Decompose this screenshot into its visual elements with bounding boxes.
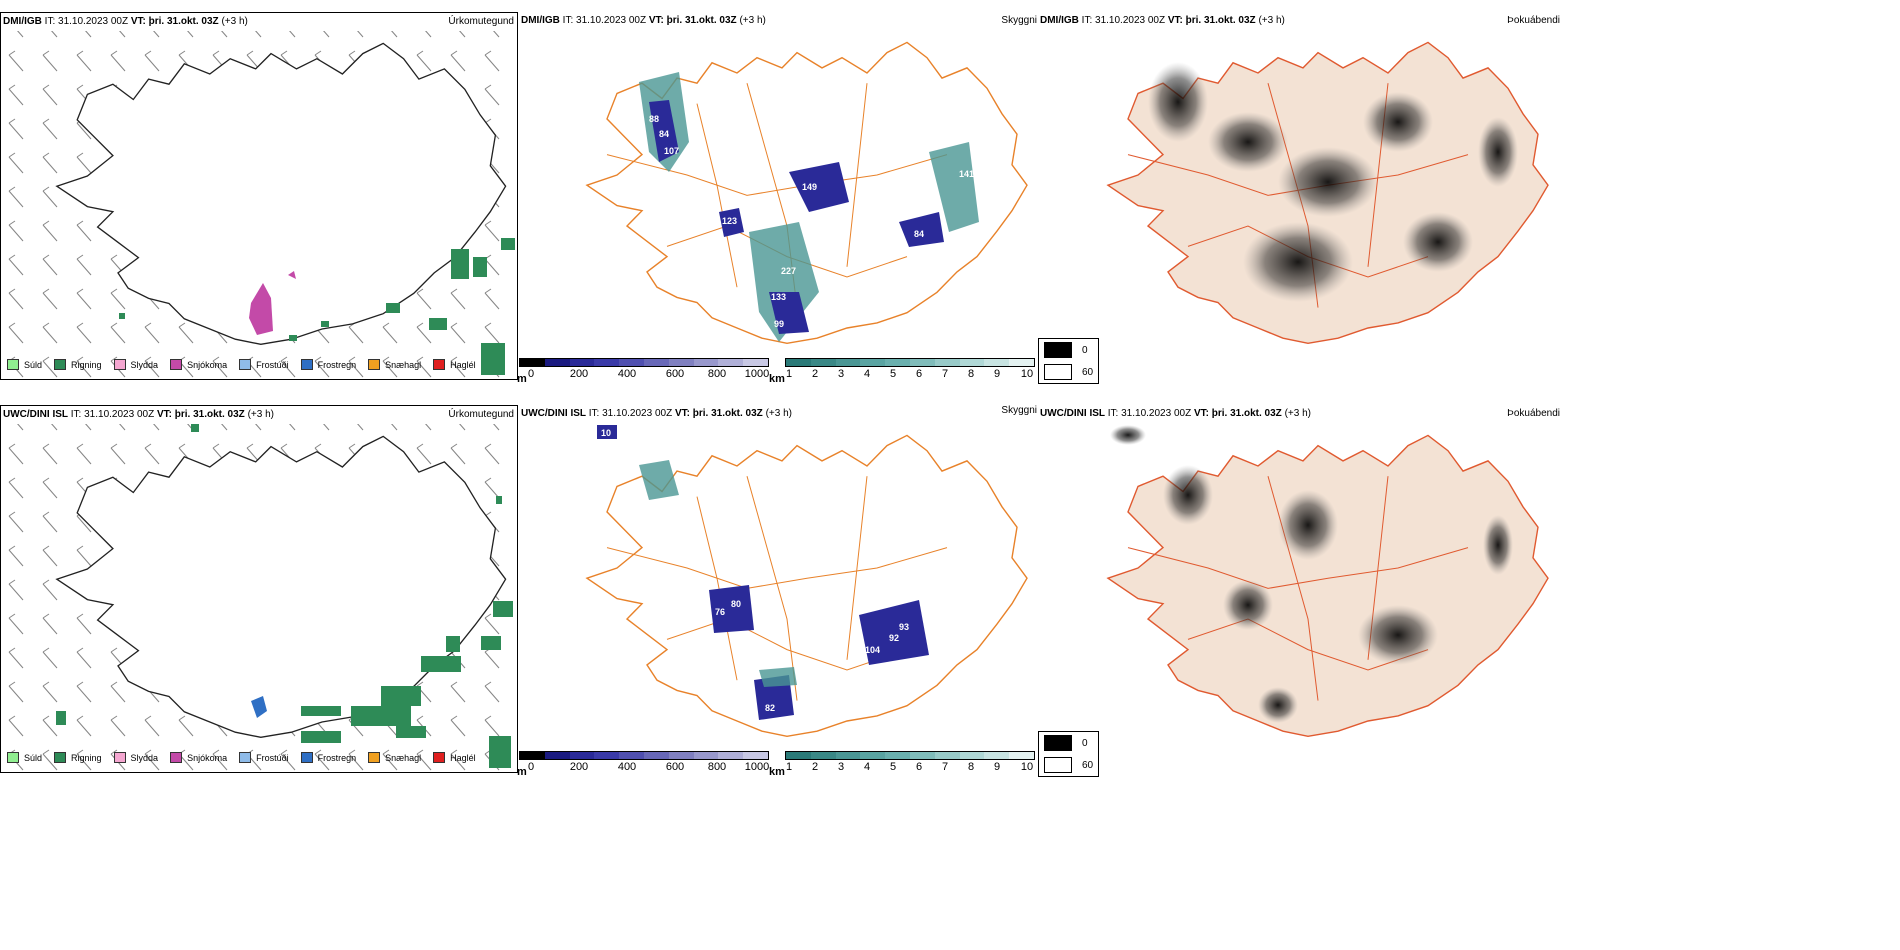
vis-label: 80 bbox=[731, 599, 741, 609]
legend-item: Súld bbox=[7, 752, 42, 763]
visibility-colorbar-km: 1 2 3 4 5 6 7 8 9 10 bbox=[785, 358, 1035, 381]
vis-label: 84 bbox=[914, 229, 924, 239]
precip-legend: Súld Rigning Slydda Snjókoma Frostúði Fr… bbox=[7, 752, 476, 763]
legend-item: Snæhagl bbox=[368, 752, 421, 763]
panel-title: UWC/DINI ISL IT: 31.10.2023 00Z VT: þri.… bbox=[521, 408, 792, 419]
unit-m: m bbox=[517, 373, 527, 385]
legend-item: Snæhagl bbox=[368, 359, 421, 370]
fog-legend: 0 60 bbox=[1038, 338, 1100, 384]
visibility-labels: 88 84 107 149 123 227 133 99 84 141 bbox=[649, 114, 974, 329]
visibility-colorbar-km: 1 2 3 4 5 6 7 8 9 10 bbox=[785, 751, 1035, 774]
precip-type-panel-1: DMI/IGB IT: 31.10.2023 00Z VT: þri. 31.o… bbox=[0, 12, 518, 380]
vis-label: 88 bbox=[649, 114, 659, 124]
vis-label: 141 bbox=[959, 169, 974, 179]
visibility-colorbar-m: 0 200 400 600 800 1000 bbox=[519, 751, 769, 774]
legend-item: Slydda bbox=[113, 359, 158, 370]
panel-name: Úrkomutegund bbox=[448, 16, 514, 27]
vis-label: 107 bbox=[664, 146, 679, 156]
visibility-panel-2: UWC/DINI ISL IT: 31.10.2023 00Z VT: þri.… bbox=[517, 405, 1037, 785]
vis-label: 149 bbox=[802, 182, 817, 192]
panel-name: Þokuábendi bbox=[1507, 408, 1560, 419]
rain-areas bbox=[119, 238, 515, 375]
legend-item: Frostúði bbox=[239, 359, 289, 370]
snow-area bbox=[288, 271, 296, 279]
panel-name: Þokuábendi bbox=[1507, 15, 1560, 26]
legend-item: Frostregn bbox=[300, 752, 356, 763]
legend-item: Súld bbox=[7, 359, 42, 370]
vis-label: 84 bbox=[659, 129, 669, 139]
legend-item: Rigning bbox=[54, 359, 102, 370]
panel-name: Úrkomutegund bbox=[448, 409, 514, 420]
vis-label: 123 bbox=[722, 216, 737, 226]
visibility-labels: 10 76 80 93 92 104 82 bbox=[601, 428, 909, 713]
vis-label: 93 bbox=[899, 622, 909, 632]
legend-item: Haglél bbox=[433, 752, 476, 763]
panel-title: DMI/IGB IT: 31.10.2023 00Z VT: þri. 31.o… bbox=[1040, 15, 1285, 26]
vis-label: 76 bbox=[715, 607, 725, 617]
vis-label: 99 bbox=[774, 319, 784, 329]
unit-km: km bbox=[769, 373, 785, 385]
vis-label: 133 bbox=[771, 292, 786, 302]
panel-name: Skyggni bbox=[1001, 405, 1037, 416]
unit-m: m bbox=[517, 766, 527, 778]
legend-item: Snjókoma bbox=[170, 359, 227, 370]
vis-label: 10 bbox=[601, 428, 611, 438]
legend-item: Haglél bbox=[433, 359, 476, 370]
visibility-panel-1: DMI/IGB IT: 31.10.2023 00Z VT: þri. 31.o… bbox=[517, 12, 1037, 392]
fog-panel-2: UWC/DINI ISL IT: 31.10.2023 00Z VT: þri.… bbox=[1038, 405, 1560, 785]
iceland-fog-map bbox=[1107, 434, 1549, 738]
legend-item: Frostúði bbox=[239, 752, 289, 763]
panel-title: DMI/IGB IT: 31.10.2023 00Z VT: þri. 31.o… bbox=[3, 16, 248, 27]
panel-title: UWC/DINI ISL IT: 31.10.2023 00Z VT: þri.… bbox=[3, 409, 274, 420]
legend-item: Rigning bbox=[54, 752, 102, 763]
iceland-outline bbox=[586, 434, 1028, 738]
panel-title: UWC/DINI ISL IT: 31.10.2023 00Z VT: þri.… bbox=[1040, 408, 1311, 419]
visibility-colorbar-m: 0 200 400 600 800 1000 bbox=[519, 358, 769, 381]
legend-item: Snjókoma bbox=[170, 752, 227, 763]
panel-title: DMI/IGB IT: 31.10.2023 00Z VT: þri. 31.o… bbox=[521, 15, 766, 26]
legend-item: Frostregn bbox=[300, 359, 356, 370]
panel-name: Skyggni bbox=[1001, 15, 1037, 26]
vis-label: 104 bbox=[865, 645, 880, 655]
visibility-areas bbox=[597, 425, 929, 720]
precip-legend: Súld Rigning Slydda Snjókoma Frostúði Fr… bbox=[7, 359, 476, 370]
legend-item: Slydda bbox=[113, 752, 158, 763]
unit-km: km bbox=[769, 766, 785, 778]
precip-type-panel-2: UWC/DINI ISL IT: 31.10.2023 00Z VT: þri.… bbox=[0, 405, 518, 773]
rain-areas bbox=[56, 424, 513, 768]
visibility-areas bbox=[639, 72, 979, 342]
fog-areas bbox=[1148, 62, 1518, 302]
fog-legend: 0 60 bbox=[1038, 731, 1100, 777]
snow-area bbox=[249, 283, 273, 335]
vis-label: 92 bbox=[889, 633, 899, 643]
freezing-rain-area bbox=[251, 696, 267, 718]
fog-panel-1: DMI/IGB IT: 31.10.2023 00Z VT: þri. 31.o… bbox=[1038, 12, 1560, 392]
vis-label: 227 bbox=[781, 266, 796, 276]
fog-areas bbox=[1110, 425, 1513, 723]
vis-label: 82 bbox=[765, 703, 775, 713]
